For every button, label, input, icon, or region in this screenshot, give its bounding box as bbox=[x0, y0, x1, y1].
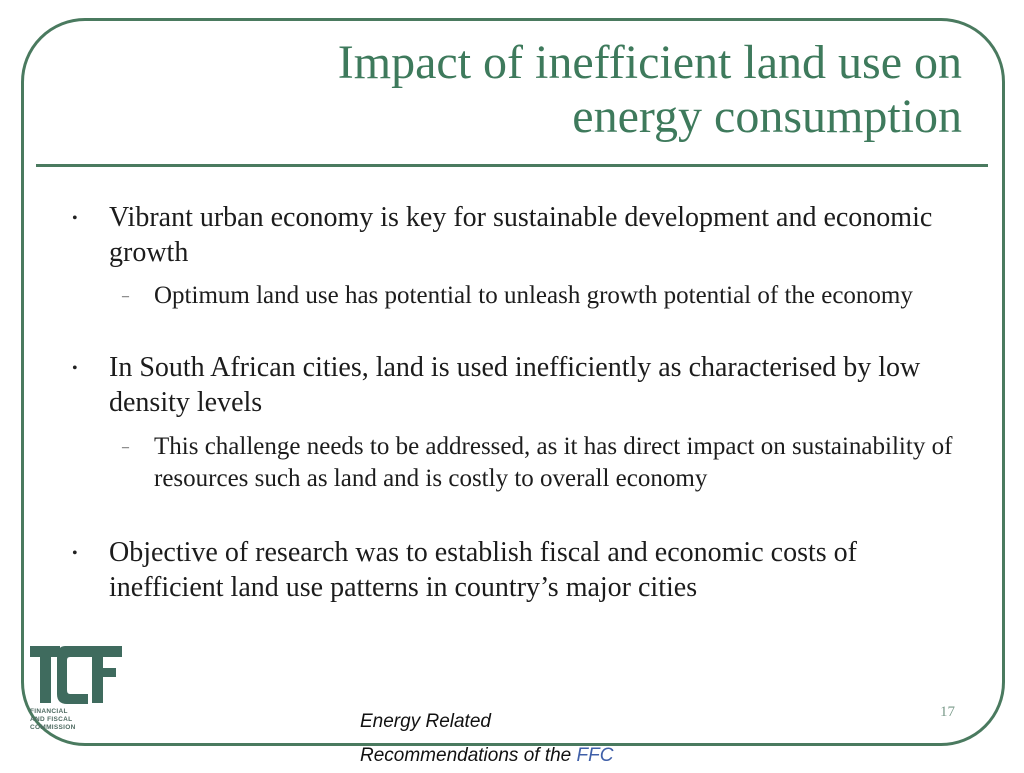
dash-icon: – bbox=[122, 440, 129, 455]
slide-title: Impact of inefficient land use on energy… bbox=[62, 36, 962, 144]
bullet-icon: • bbox=[72, 360, 78, 377]
sub-bullet-text: This challenge needs to be addressed, as… bbox=[154, 433, 953, 492]
logo-caption-line: AND FISCAL bbox=[30, 716, 73, 723]
dash-icon: – bbox=[122, 289, 129, 304]
sub-bullet-text: Optimum land use has potential to unleas… bbox=[154, 282, 913, 309]
logo-caption-line: FINANCIAL bbox=[30, 708, 68, 715]
page-number: 17 bbox=[940, 704, 955, 720]
footer-line-1: Energy Related bbox=[360, 711, 491, 732]
ffc-logo-icon bbox=[30, 646, 122, 704]
logo-caption-line: COMMISSION bbox=[30, 724, 76, 731]
logo-caption: FINANCIAL AND FISCAL COMMISSION bbox=[30, 708, 120, 732]
title-divider bbox=[36, 164, 988, 167]
slide-footer: Energy Related Recommendations of the FF… bbox=[360, 705, 690, 773]
footer-line-2: Recommendations of the FFC bbox=[360, 739, 690, 773]
footer-line-2-text: Recommendations of the bbox=[360, 745, 572, 766]
bullet-icon: • bbox=[72, 545, 78, 562]
bullet-icon: • bbox=[72, 210, 78, 227]
slide-frame bbox=[21, 18, 1005, 746]
footer-ffc-text: FFC bbox=[571, 745, 614, 766]
title-line-1: Impact of inefficient land use on bbox=[337, 36, 962, 89]
bullet-text: In South African cities, land is used in… bbox=[109, 352, 921, 418]
bullet-text: Vibrant urban economy is key for sustain… bbox=[109, 202, 933, 268]
title-line-2: energy consumption bbox=[572, 90, 962, 143]
bullet-text: Objective of research was to establish f… bbox=[109, 537, 857, 603]
